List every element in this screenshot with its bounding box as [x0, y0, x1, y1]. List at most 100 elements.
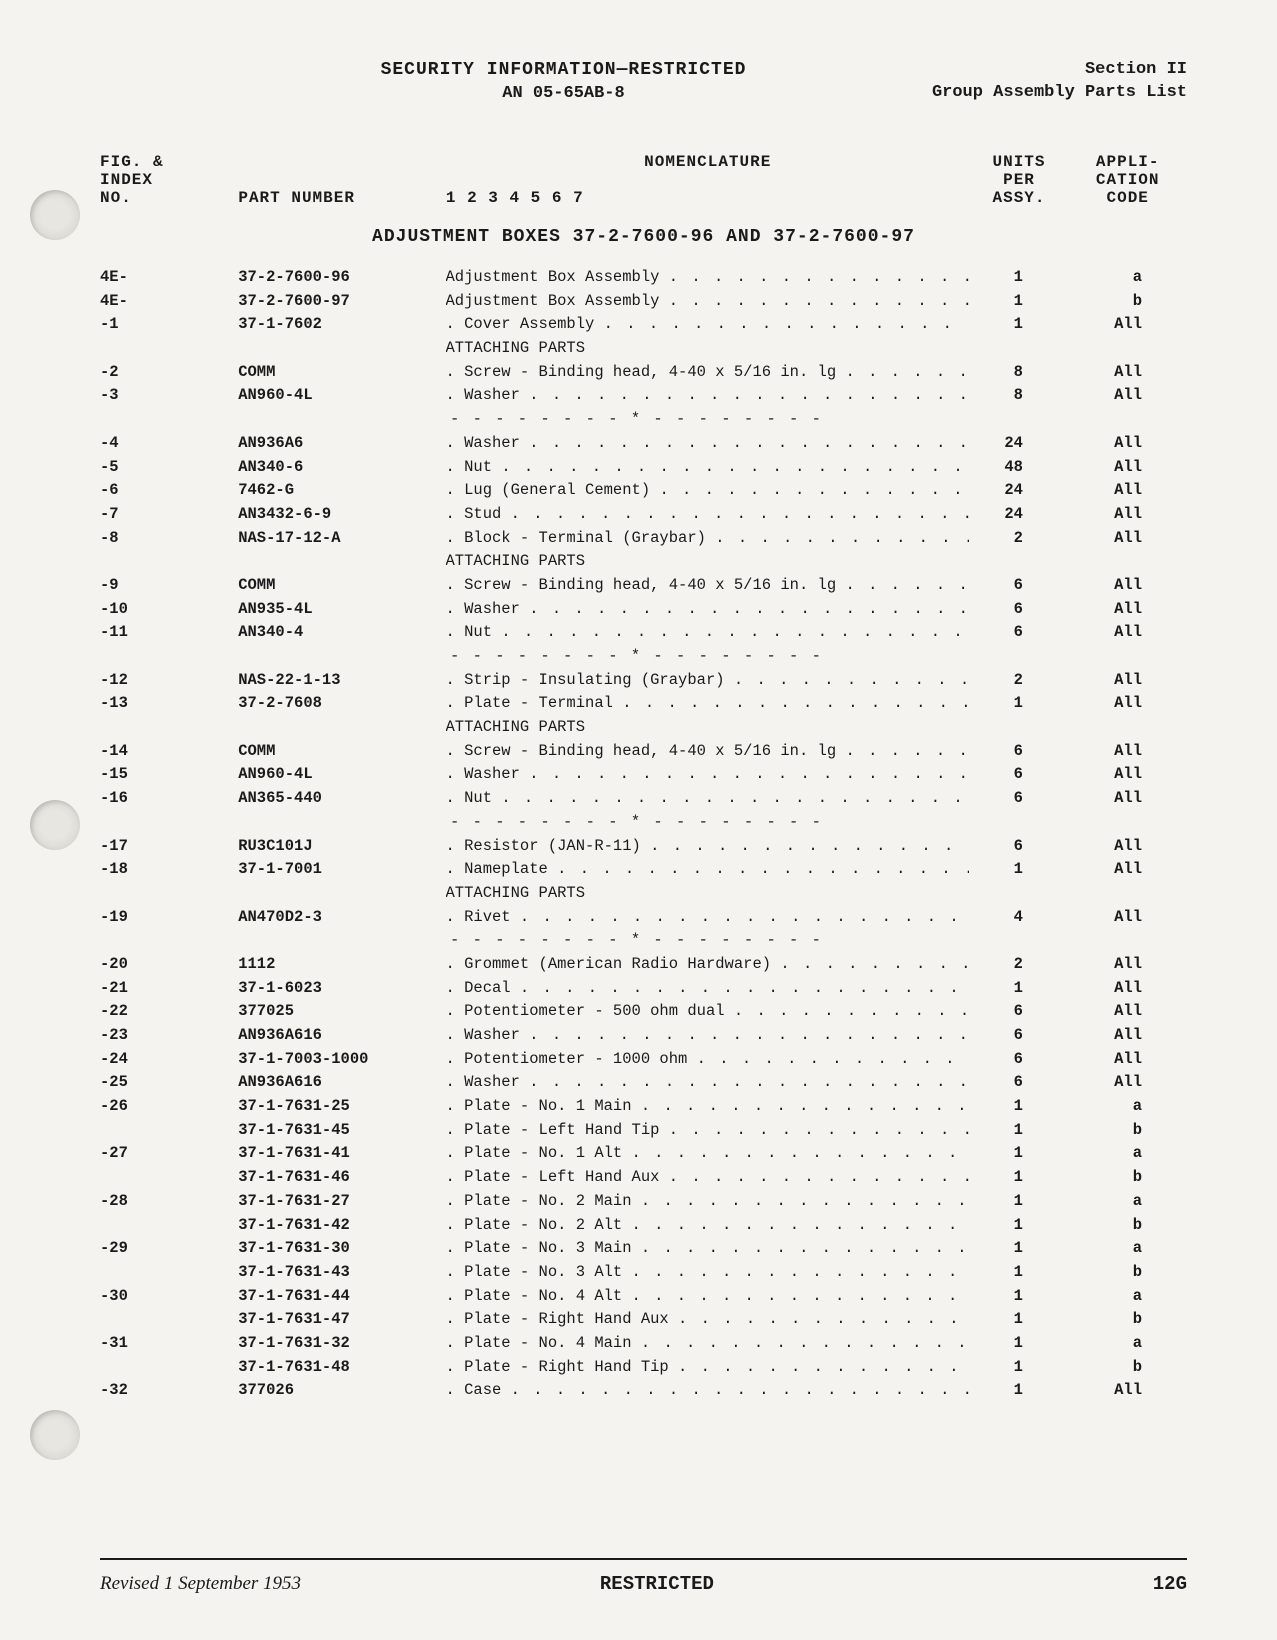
nomenclature-cell: . Plate - No. 1 Alt [446, 1143, 969, 1165]
table-row: -4AN936A6. Washer 24All [100, 433, 1187, 455]
units-cell: 6 [969, 599, 1068, 621]
units-cell: 1 [969, 1262, 1068, 1284]
units-cell: 2 [969, 528, 1068, 550]
attaching-parts-label: ATTACHING PARTS [446, 338, 969, 360]
revision-date: Revised 1 September 1953 [100, 1573, 301, 1595]
application-code-cell: All [1068, 907, 1187, 929]
fig-index-cell: -6 [100, 480, 238, 502]
fig-index-cell: -8 [100, 528, 238, 550]
table-row: -2437-1-7003-1000. Potentiometer - 1000 … [100, 1049, 1187, 1071]
nomenclature-cell: . Nameplate [446, 859, 969, 881]
fig-index-cell: -13 [100, 693, 238, 715]
nomenclature-cell: . Plate - Right Hand Aux [446, 1309, 969, 1331]
table-row: -2637-1-7631-25. Plate - No. 1 Main 1a [100, 1096, 1187, 1118]
application-code-cell: b [1068, 1309, 1187, 1331]
table-row: -2737-1-7631-41. Plate - No. 1 Alt 1a [100, 1143, 1187, 1165]
part-number-cell: 37-1-7003-1000 [238, 1049, 445, 1071]
units-cell: 8 [969, 362, 1068, 384]
fig-index-cell: -1 [100, 314, 238, 336]
attaching-parts-row: ATTACHING PARTS [100, 883, 1187, 905]
part-number-cell: 377025 [238, 1001, 445, 1023]
col-header-nom-sub: 1 2 3 4 5 6 7 [446, 189, 970, 207]
units-cell: 1 [969, 1167, 1068, 1189]
table-row: -22377025. Potentiometer - 500 ohm dual … [100, 1001, 1187, 1023]
nomenclature-cell: . Plate - Left Hand Tip [446, 1120, 969, 1142]
application-code-cell: a [1068, 1143, 1187, 1165]
fig-index-cell: -27 [100, 1143, 238, 1165]
part-number-cell: NAS-22-1-13 [238, 670, 445, 692]
units-cell: 1 [969, 693, 1068, 715]
units-cell: 1 [969, 291, 1068, 313]
part-number-cell: 377026 [238, 1380, 445, 1402]
table-row: -2COMM. Screw - Binding head, 4-40 x 5/1… [100, 362, 1187, 384]
part-number-cell: AN365-440 [238, 788, 445, 810]
units-cell: 6 [969, 788, 1068, 810]
part-number-cell: 37-1-7631-47 [238, 1309, 445, 1331]
part-number-cell: 7462-G [238, 480, 445, 502]
table-row: -137-1-7602. Cover Assembly 1All [100, 314, 1187, 336]
application-code-cell: All [1068, 575, 1187, 597]
fig-index-cell: -4 [100, 433, 238, 455]
nomenclature-cell: . Plate - No. 3 Alt [446, 1262, 969, 1284]
table-row: 37-1-7631-47. Plate - Right Hand Aux 1b [100, 1309, 1187, 1331]
attaching-parts-label: ATTACHING PARTS [446, 551, 969, 573]
fig-index-cell [100, 1167, 238, 1189]
part-number-cell: 37-1-7631-32 [238, 1333, 445, 1355]
separator-line: - - - - - - - - * - - - - - - - - [450, 930, 980, 952]
nomenclature-cell: . Potentiometer - 500 ohm dual [446, 1001, 969, 1023]
part-number-cell: AN470D2-3 [238, 907, 445, 929]
nomenclature-cell: . Plate - No. 1 Main [446, 1096, 969, 1118]
part-number-cell: 37-1-7631-43 [238, 1262, 445, 1284]
fig-index-cell: -12 [100, 670, 238, 692]
nomenclature-cell: . Plate - No. 4 Alt [446, 1286, 969, 1308]
table-row: -67462-G. Lug (General Cement) 24All [100, 480, 1187, 502]
table-row: -1337-2-7608. Plate - Terminal 1All [100, 693, 1187, 715]
fig-index-cell: -17 [100, 836, 238, 858]
application-code-cell: All [1068, 859, 1187, 881]
application-code-cell: All [1068, 385, 1187, 407]
part-number-cell: 37-2-7600-96 [238, 267, 445, 289]
units-cell: 6 [969, 1049, 1068, 1071]
part-number-cell: AN3432-6-9 [238, 504, 445, 526]
part-number-cell: COMM [238, 575, 445, 597]
nomenclature-cell: . Resistor (JAN-R-11) [446, 836, 969, 858]
nomenclature-cell: . Nut [446, 788, 969, 810]
punch-hole [30, 190, 80, 240]
table-row: -3137-1-7631-32. Plate - No. 4 Main 1a [100, 1333, 1187, 1355]
table-row: -7AN3432-6-9. Stud 24All [100, 504, 1187, 526]
application-code-cell: All [1068, 836, 1187, 858]
separator-line: - - - - - - - - * - - - - - - - - [450, 646, 980, 668]
nomenclature-cell: . Washer [446, 433, 969, 455]
units-cell: 24 [969, 504, 1068, 526]
units-cell: 48 [969, 457, 1068, 479]
units-cell: 6 [969, 622, 1068, 644]
application-code-cell: All [1068, 1001, 1187, 1023]
fig-index-cell: -7 [100, 504, 238, 526]
section-label: Section II [907, 60, 1187, 79]
application-code-cell: All [1068, 457, 1187, 479]
punch-hole [30, 800, 80, 850]
nomenclature-cell: . Strip - Insulating (Graybar) [446, 670, 969, 692]
nomenclature-cell: Adjustment Box Assembly [446, 267, 969, 289]
nomenclature-cell: . Screw - Binding head, 4-40 x 5/16 in. … [446, 575, 969, 597]
units-cell: 6 [969, 575, 1068, 597]
table-row: -2837-1-7631-27. Plate - No. 2 Main 1a [100, 1191, 1187, 1213]
application-code-cell: All [1068, 1049, 1187, 1071]
application-code-cell: a [1068, 1096, 1187, 1118]
application-code-cell: All [1068, 978, 1187, 1000]
nomenclature-cell: Adjustment Box Assembly [446, 291, 969, 313]
part-number-cell: AN936A6 [238, 433, 445, 455]
attaching-parts-label: ATTACHING PARTS [446, 717, 969, 739]
application-code-cell: a [1068, 1286, 1187, 1308]
part-number-cell: 37-1-7631-42 [238, 1215, 445, 1237]
part-number-cell: NAS-17-12-A [238, 528, 445, 550]
col-header-units-l2: PER [970, 171, 1069, 189]
nomenclature-cell: . Plate - Right Hand Tip [446, 1357, 969, 1379]
part-number-cell: 37-1-7631-48 [238, 1357, 445, 1379]
table-row: -2137-1-6023. Decal 1All [100, 978, 1187, 1000]
part-number-cell: 37-1-7631-25 [238, 1096, 445, 1118]
part-number-cell: COMM [238, 741, 445, 763]
table-row: -1837-1-7001. Nameplate 1All [100, 859, 1187, 881]
nomenclature-cell: . Washer [446, 764, 969, 786]
table-row: 37-1-7631-45. Plate - Left Hand Tip 1b [100, 1120, 1187, 1142]
